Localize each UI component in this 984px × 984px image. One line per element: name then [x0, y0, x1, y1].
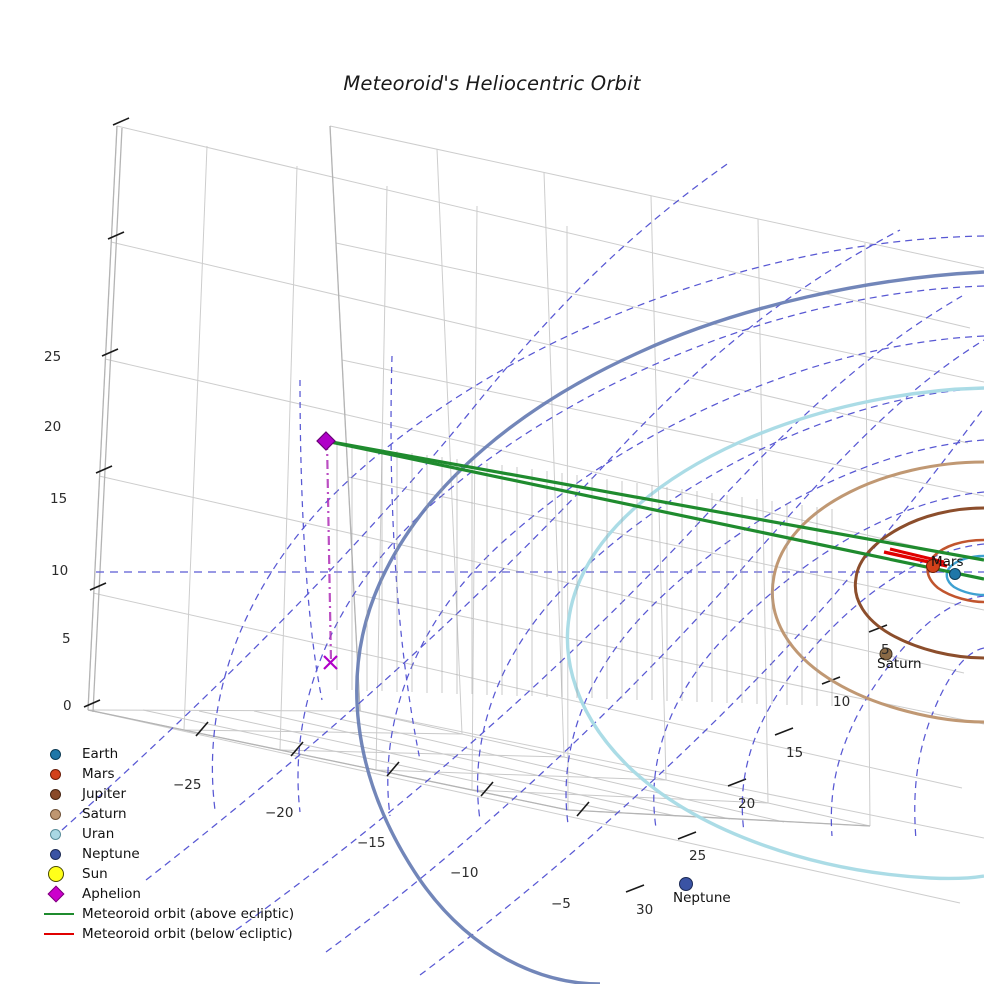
y-tick-10: 10: [833, 694, 851, 710]
orbit-earth: [945, 554, 984, 597]
orbit-projections: [61, 161, 984, 976]
mars-dot-icon: [44, 764, 82, 784]
mars-annotation: Mars: [931, 554, 964, 570]
y-tick-15: 15: [786, 745, 804, 761]
axis-ticks: [83, 117, 888, 893]
legend-item-jupiter: Jupiter: [44, 784, 296, 804]
y-tick-25: 25: [689, 848, 707, 864]
x-tick-neg25: −25: [173, 777, 202, 793]
y-tick-5: 5: [881, 642, 890, 658]
z-tick-0: 0: [63, 698, 72, 714]
planet-markers: [679, 559, 961, 891]
green-line-icon: [44, 904, 82, 924]
orbit-uranus: [565, 386, 984, 881]
neptune-annotation: Neptune: [673, 890, 731, 906]
legend-label-orbit-below: Meteoroid orbit (below ecliptic): [82, 926, 293, 942]
uranus-dot-icon: [44, 824, 82, 844]
saturn-dot-icon: [44, 804, 82, 824]
legend-item-saturn: Saturn: [44, 804, 296, 824]
y-tick-30: 30: [636, 902, 654, 918]
marker-earth: [949, 568, 961, 580]
legend: Earth Mars Jupiter Saturn Uran: [44, 744, 296, 944]
legend-label-neptune: Neptune: [82, 846, 140, 862]
x-tick-neg15: −15: [357, 835, 386, 851]
marker-mars: [926, 559, 940, 573]
legend-label-sun: Sun: [82, 866, 108, 882]
legend-label-uran: Uran: [82, 826, 115, 842]
legend-label-saturn: Saturn: [82, 806, 127, 822]
legend-label-earth: Earth: [82, 746, 119, 762]
x-tick-neg5: −5: [551, 896, 571, 912]
neptune-dot-icon: [44, 844, 82, 864]
z-tick-10: 10: [51, 563, 69, 579]
legend-item-aphelion: Aphelion: [44, 884, 296, 904]
legend-label-orbit-above: Meteoroid orbit (above ecliptic): [82, 906, 295, 922]
legend-item-mars: Mars: [44, 764, 296, 784]
legend-label-jupiter: Jupiter: [82, 786, 127, 802]
z-tick-5: 5: [62, 631, 71, 647]
red-line-icon: [44, 924, 82, 944]
z-tick-20: 20: [44, 419, 62, 435]
legend-item-orbit-below: Meteoroid orbit (below ecliptic): [44, 924, 296, 944]
page-title: Meteoroid's Heliocentric Orbit: [343, 72, 641, 95]
legend-item-uran: Uran: [44, 824, 296, 844]
earth-dot-icon: [44, 744, 82, 764]
orbit-jupiter: [853, 506, 984, 660]
marker-saturn: [879, 647, 893, 661]
legend-label-mars: Mars: [82, 766, 115, 782]
y-tick-20: 20: [738, 796, 756, 812]
aphelion-marker: [316, 431, 336, 451]
legend-label-aphelion: Aphelion: [82, 886, 141, 902]
saturn-annotation: Saturn: [877, 656, 922, 672]
aphelion-floor-cross: [323, 655, 338, 670]
marker-neptune: [679, 877, 693, 891]
legend-item-earth: Earth: [44, 744, 296, 764]
x-tick-neg10: −10: [450, 865, 479, 881]
x-tick-neg20: −20: [265, 805, 294, 821]
legend-item-neptune: Neptune: [44, 844, 296, 864]
orbit-neptune: [355, 270, 984, 984]
meteoroid-orbit-above-ecliptic: [325, 439, 984, 581]
jupiter-dot-icon: [44, 784, 82, 804]
aphelion-diamond-icon: [44, 884, 82, 904]
sun-dot-icon: [44, 864, 82, 884]
orbit-saturn: [770, 460, 984, 724]
z-tick-15: 15: [50, 491, 68, 507]
legend-item-orbit-above: Meteoroid orbit (above ecliptic): [44, 904, 296, 924]
z-tick-25: 25: [44, 349, 62, 365]
aphelion-dropline: [325, 440, 333, 663]
legend-item-sun: Sun: [44, 864, 296, 884]
orbit-mars: [926, 538, 984, 604]
